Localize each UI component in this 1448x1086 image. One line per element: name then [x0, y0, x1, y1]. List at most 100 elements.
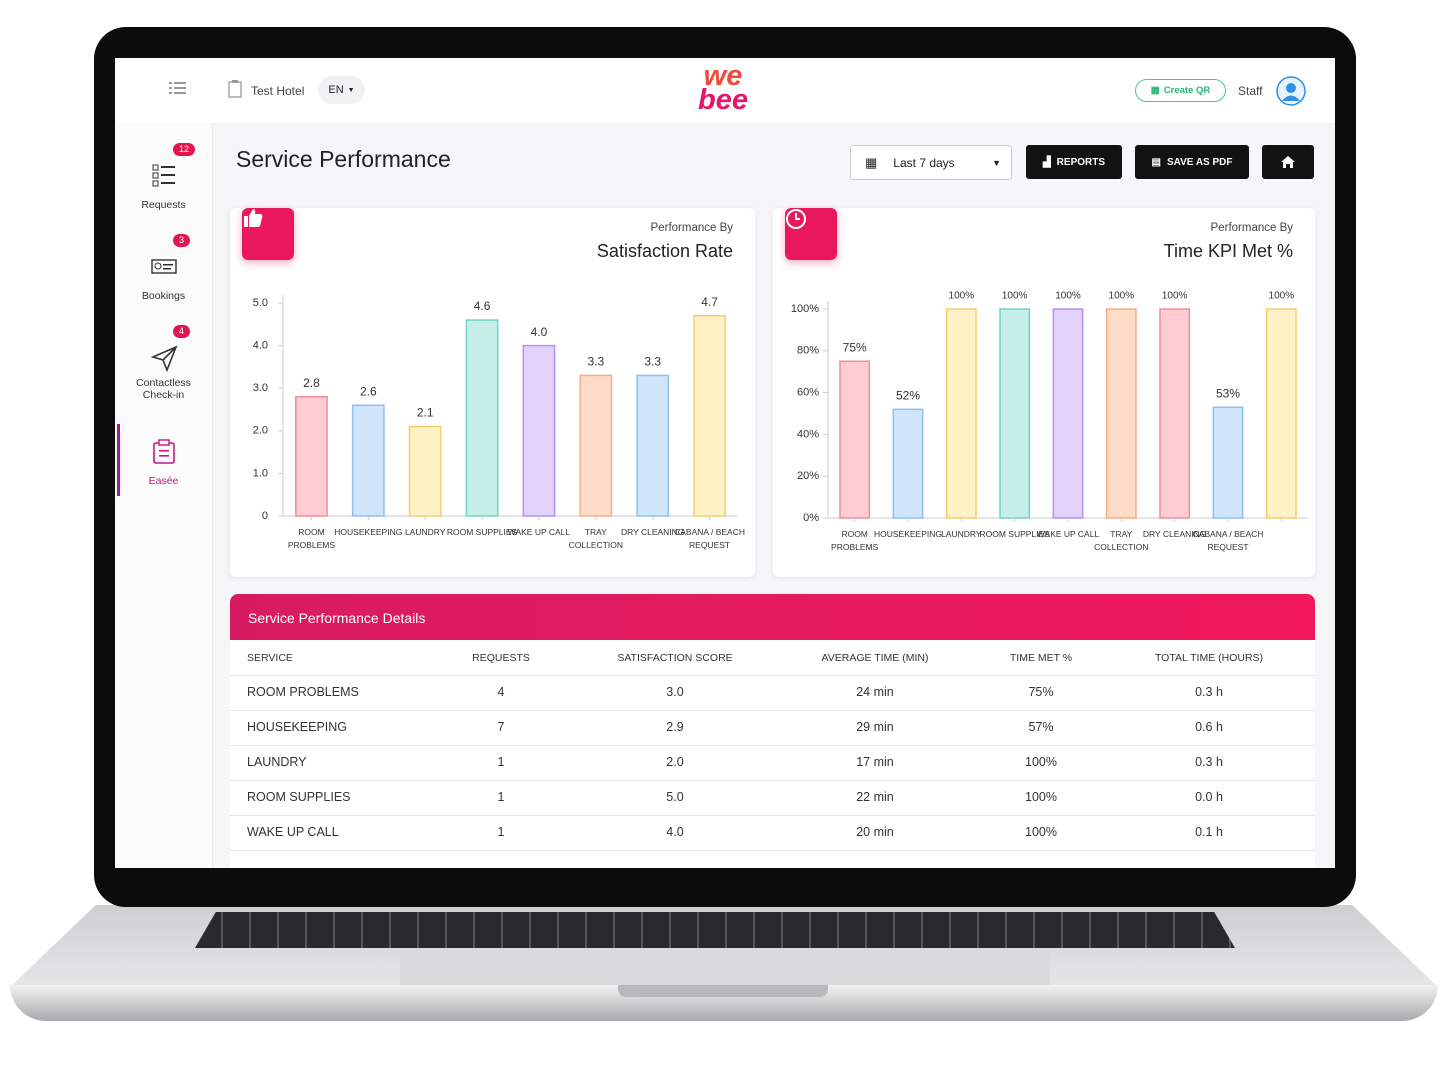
x-tick-label: CABANA / BEACH REQUEST [674, 527, 745, 550]
sidebar-item[interactable]: Easée [115, 439, 212, 509]
sidebar-icon [151, 345, 178, 372]
chart: 0% 20% 40% 60% 80% 100% 75% 52% 100% 100% 100% 100%… [791, 291, 1308, 524]
create-qr-button[interactable]: ▦ Create QR [1135, 79, 1226, 102]
table-cell: 22 min [856, 790, 894, 804]
sidebar: Requests 12 Bookings 3 Contactless Check-in 4… [115, 123, 213, 868]
x-tick-label: ROOM PROBLEMS [831, 529, 879, 552]
bar [1265, 308, 1297, 519]
chart-icon: ▟ [1042, 156, 1051, 168]
chart-card: 0% 20% 40% 60% 80% 100% 75% 52% 100% 100% 100% 100%… [773, 208, 1315, 577]
y-tick-label: 0 [262, 510, 268, 522]
reports-button[interactable]: ▟ REPORTS [1026, 145, 1122, 179]
x-tick-label: DRY CLEANING [1142, 529, 1207, 539]
create-qr-label: Create QR [1163, 85, 1211, 96]
avatar[interactable] [1276, 76, 1306, 106]
y-tick-label: 2.0 [253, 425, 268, 437]
save-pdf-button[interactable]: ▤ SAVE AS PDF [1135, 145, 1249, 179]
bar [1159, 308, 1191, 519]
sidebar-item[interactable]: Bookings 3 [115, 234, 212, 324]
table-cell: 1 [497, 790, 505, 804]
chart-title: Time KPI Met % [1163, 241, 1293, 261]
x-tick-label: LAUNDRY [941, 529, 982, 539]
user-name[interactable]: Staff [1238, 84, 1263, 98]
value-label: 4.0 [531, 325, 548, 339]
bar [999, 308, 1031, 519]
sidebar-icon [152, 164, 175, 187]
table-cell: 2.9 [666, 720, 684, 734]
column-header: TOTAL TIME (HOURS) [1154, 652, 1264, 664]
caret: ▼ [347, 86, 355, 94]
table-cell: 24 min [856, 685, 894, 699]
table-cell: 0.3 h [1195, 685, 1223, 699]
table-cell: LAUNDRY [247, 755, 307, 769]
table-cell: 0.0 h [1195, 790, 1223, 804]
table-row[interactable] [230, 780, 1315, 816]
bar [892, 408, 924, 519]
icon-shape [1282, 95, 1300, 101]
icon-shape [161, 166, 175, 168]
icon-shape [169, 87, 172, 89]
top-bar: Test Hotel EN ▼ we bee ▦ Create QR Staff [115, 58, 1335, 124]
table-row[interactable] [230, 675, 1315, 711]
active-indicator [117, 424, 120, 496]
home-button[interactable] [1262, 145, 1314, 179]
table-cell: 57% [1028, 720, 1054, 734]
bar [693, 315, 726, 517]
value-label: 2.8 [303, 376, 320, 390]
qr-icon: ▦ [1150, 85, 1160, 96]
icon-shape [169, 92, 172, 94]
page-title: Service Performance [236, 146, 451, 172]
menu-icon[interactable] [169, 82, 187, 96]
table-cell: 29 min [856, 720, 894, 734]
icon-shape [174, 82, 186, 84]
hotel-name[interactable]: Test Hotel [251, 84, 305, 98]
value-label: 2.1 [417, 406, 434, 420]
logo[interactable]: we bee [693, 62, 753, 115]
caret: ▼ [992, 157, 1001, 168]
column-header: SATISFACTION SCORE [617, 652, 733, 664]
sidebar-item[interactable]: Contactless Check-in 4 [115, 325, 212, 415]
value-label: 100% [1002, 291, 1028, 302]
icon-shape [153, 442, 175, 464]
table-cell: 0.6 h [1195, 720, 1223, 734]
icon-shape [786, 209, 806, 229]
table-cell: WAKE UP CALL [247, 825, 339, 839]
icon-shape [161, 174, 175, 176]
y-tick-label: 40% [797, 428, 819, 440]
table-cell: 0.3 h [1195, 755, 1223, 769]
reports-label: REPORTS [1056, 156, 1106, 168]
table-title: Service Performance Details [248, 610, 426, 626]
x-tick-label: TRAY COLLECTION [1094, 529, 1149, 552]
value-label: 4.6 [474, 299, 491, 313]
table-row[interactable] [230, 815, 1315, 851]
screen: Test Hotel EN ▼ we bee ▦ Create QR Staff R… [115, 58, 1335, 868]
table-cell: ROOM PROBLEMS [247, 685, 359, 699]
table-cell: 4 [497, 685, 505, 699]
icon-shape [152, 180, 159, 187]
lip-notch [618, 985, 828, 997]
sidebar-item[interactable]: Requests 12 [115, 143, 212, 233]
language-select[interactable]: EN ▼ [318, 76, 365, 104]
y-tick-label: 0% [803, 512, 819, 524]
icon-shape [151, 259, 177, 274]
table-cell: 20 min [856, 825, 894, 839]
table-row[interactable] [230, 745, 1315, 781]
y-tick-label: 80% [797, 345, 819, 357]
table-cell: 100% [1025, 755, 1057, 769]
sidebar-label: Requests [141, 199, 186, 211]
value-label: 4.7 [701, 295, 718, 309]
chart: 0 1.0 2.0 3.0 4.0 5.0 2.8 2.6 2.1 4.6 4.0 3.3 3.3 4.7 [253, 295, 738, 522]
x-tick-label: ROOM SUPPLIES [446, 527, 518, 537]
icon-shape [1281, 156, 1295, 168]
save-pdf-label: SAVE AS PDF [1166, 156, 1233, 168]
sidebar-label: Bookings [141, 290, 186, 302]
bar [579, 374, 613, 517]
date-range-select[interactable]: ▦ Last 7 days ▼ [850, 145, 1012, 180]
sidebar-label: Contactless Check-in [136, 377, 191, 401]
x-tick-label: ROOM PROBLEMS [287, 527, 336, 550]
table-row[interactable] [230, 710, 1315, 746]
bar [1105, 308, 1137, 519]
icon-shape [169, 82, 172, 84]
sidebar-label: Easée [148, 475, 179, 487]
